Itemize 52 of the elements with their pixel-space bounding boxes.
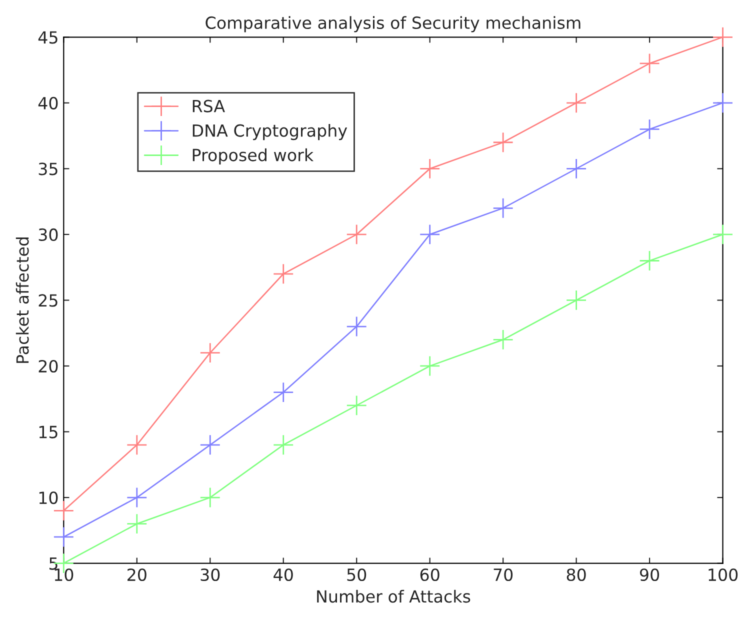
point xyxy=(712,26,734,48)
x-tick-label: 90 xyxy=(640,568,660,582)
y-axis-title: Packet affected xyxy=(16,237,29,363)
y-tick-label: 35 xyxy=(38,162,58,176)
y-tick-label: 15 xyxy=(39,426,58,438)
point xyxy=(639,250,660,272)
point xyxy=(200,434,221,456)
y-tick-label: 45 xyxy=(38,31,58,44)
x-tick-label: 100 xyxy=(708,568,738,582)
x-tick-label: 20 xyxy=(128,568,146,582)
point xyxy=(126,487,148,508)
y-tick-label: 25 xyxy=(38,294,58,307)
x-tick-label: 70 xyxy=(494,568,513,582)
point xyxy=(272,382,294,403)
point xyxy=(712,92,734,114)
x-tick-label: 60 xyxy=(420,568,440,582)
point xyxy=(639,53,660,74)
legend-label: DNA Cryptography xyxy=(192,124,348,140)
chart-title: Comparative analysis of Security mechanism xyxy=(206,16,580,32)
point xyxy=(639,118,660,140)
legend-label: RSA xyxy=(192,100,225,112)
point xyxy=(566,158,587,180)
point xyxy=(346,224,368,245)
y-tick-label: 20 xyxy=(38,360,58,373)
point xyxy=(346,395,368,416)
point xyxy=(200,342,221,364)
point xyxy=(566,290,587,311)
y-tick-label: 40 xyxy=(38,96,58,110)
point xyxy=(492,198,514,219)
point xyxy=(126,434,148,456)
point xyxy=(419,356,440,376)
point xyxy=(492,329,514,350)
x-tick-label: 50 xyxy=(347,568,366,582)
point xyxy=(126,513,148,534)
legend-label: Proposed work xyxy=(192,148,314,165)
point xyxy=(566,92,587,114)
point xyxy=(346,316,368,337)
point xyxy=(492,132,514,153)
x-tick-label: 40 xyxy=(274,568,293,582)
y-tick-label: 10 xyxy=(39,491,58,504)
y-tick-label: 30 xyxy=(38,228,58,242)
x-tick-label: 30 xyxy=(200,568,220,582)
point xyxy=(53,526,74,548)
x-tick-label: 10 xyxy=(54,568,74,582)
point xyxy=(272,263,294,284)
point xyxy=(419,158,440,180)
point xyxy=(272,434,294,456)
point xyxy=(200,487,221,508)
point xyxy=(419,224,440,245)
x-axis-title: Number of Attacks xyxy=(317,590,470,603)
point xyxy=(712,224,734,245)
x-tick-label: 80 xyxy=(566,568,586,582)
